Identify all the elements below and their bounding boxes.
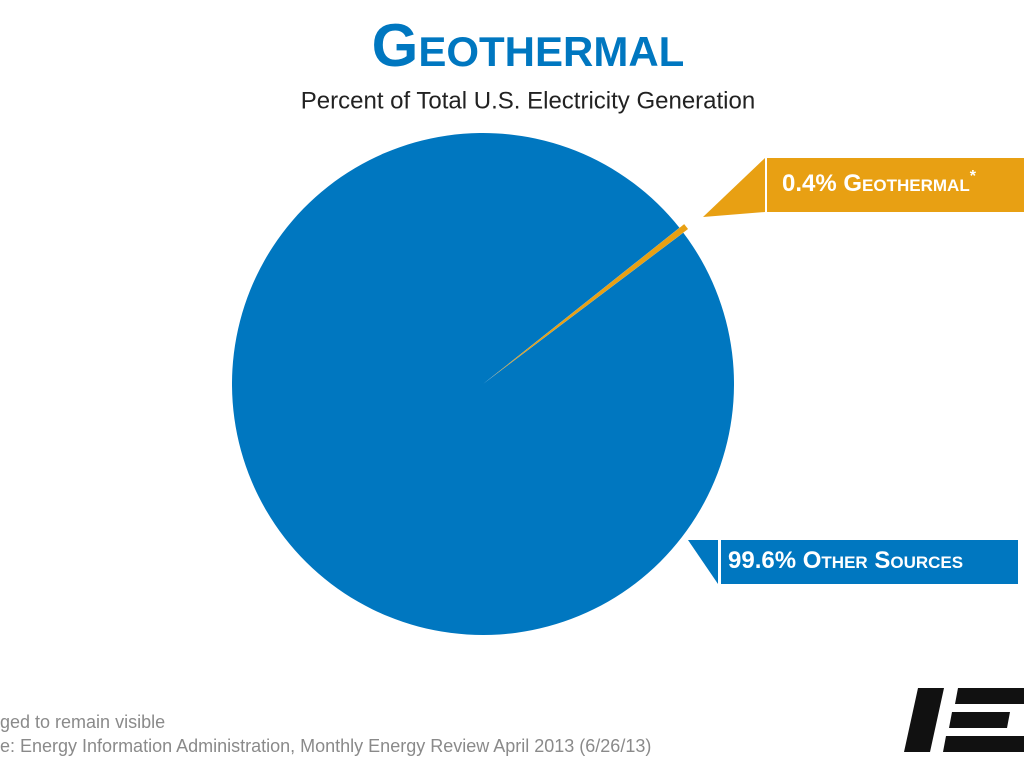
callout-pointer	[688, 540, 718, 584]
slice-label: 0.4% Geothermal*	[782, 168, 977, 197]
logo	[904, 688, 1024, 752]
callout-box	[721, 540, 1018, 584]
marker: *	[970, 168, 977, 185]
callout-pointer	[703, 158, 765, 217]
pie-slice	[487, 224, 689, 381]
chart-title: Geothermal	[372, 12, 685, 79]
category-label: Geothermal	[843, 170, 969, 197]
value-label: 0.4%	[782, 170, 837, 197]
footnote: ged to remain visible	[0, 712, 165, 732]
pie-slice	[232, 133, 735, 636]
chart-subtitle: Percent of Total U.S. Electricity Genera…	[301, 87, 755, 114]
value-label: 99.6%	[728, 547, 796, 574]
pie	[232, 133, 735, 636]
footnote: e: Energy Information Administration, Mo…	[0, 736, 651, 756]
slice-label: 99.6% Other Sources	[728, 547, 963, 574]
category-label: Other Sources	[803, 547, 963, 574]
callout-box	[767, 158, 1024, 212]
